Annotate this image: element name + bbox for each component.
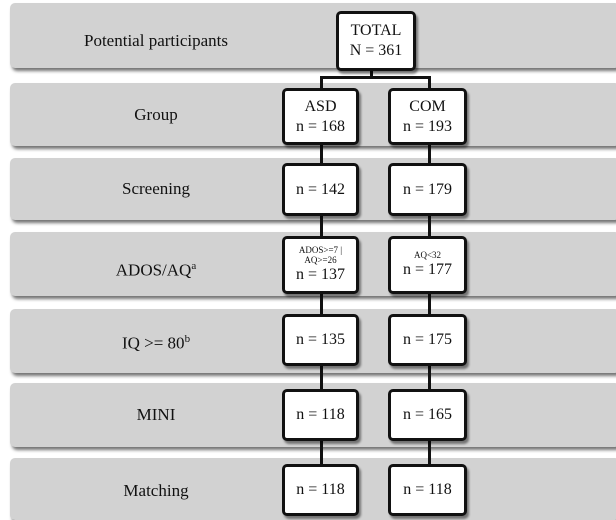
row-label-text: Screening	[122, 179, 190, 198]
total-n: N = 361	[349, 42, 403, 59]
asd-group-box: ASD n = 168	[282, 88, 359, 145]
connector-total-down	[370, 70, 373, 78]
footnote-marker: b	[184, 333, 191, 345]
asd-mini-n: n = 118	[296, 406, 345, 423]
row-label-iq: IQ >= 80b	[10, 329, 302, 354]
connector-asd-in	[320, 76, 323, 89]
connector-asd-spine	[320, 145, 323, 465]
row-label-text: ADOS/AQ	[115, 260, 192, 280]
com-screening-n: n = 179	[402, 180, 453, 198]
asd-group-name: ASD	[304, 97, 337, 115]
row-label-mini: MINI	[10, 405, 302, 425]
com-matching-n: n = 118	[403, 481, 452, 498]
row-label-text: Group	[134, 105, 178, 124]
asd-ados-box: ADOS>=7 | AQ>=26 n = 137	[282, 236, 359, 294]
row-label-ados-aq: ADOS/AQa	[10, 256, 302, 281]
row-label-text: IQ >= 80	[121, 333, 185, 353]
com-mini-box: n = 165	[388, 389, 467, 441]
row-label-group: Group	[10, 105, 302, 125]
com-group-n: n = 193	[402, 117, 453, 135]
asd-screening-n: n = 142	[295, 180, 346, 198]
asd-ados-n: n = 137	[295, 266, 346, 283]
asd-ados-criterion-1: ADOS>=7 |	[298, 245, 343, 255]
com-aq-criterion: AQ<32	[413, 250, 442, 260]
com-matching-box: n = 118	[388, 464, 467, 516]
com-aq-box: AQ<32 n = 177	[388, 236, 467, 294]
connector-horizontal-split	[320, 76, 431, 79]
connector-com-in	[428, 76, 431, 89]
asd-iq-box: n = 135	[282, 314, 359, 366]
com-iq-n: n = 175	[402, 331, 453, 348]
row-label-text: Matching	[123, 481, 189, 500]
com-group-name: COM	[409, 97, 446, 115]
total-box: TOTAL N = 361	[336, 11, 416, 71]
footnote-marker: a	[191, 260, 197, 272]
asd-ados-criterion-2: AQ>=26	[304, 255, 337, 265]
com-aq-n: n = 177	[402, 261, 453, 278]
asd-mini-box: n = 118	[282, 389, 359, 441]
com-group-box: COM n = 193	[388, 88, 467, 145]
row-label-text: Potential participants	[84, 31, 228, 50]
total-title: TOTAL	[350, 22, 402, 39]
asd-group-n: n = 168	[295, 117, 346, 135]
com-mini-n: n = 165	[402, 406, 453, 423]
asd-matching-n: n = 118	[296, 481, 345, 498]
com-screening-box: n = 179	[388, 163, 467, 216]
connector-com-spine	[428, 145, 431, 465]
row-label-potential-participants: Potential participants	[10, 31, 302, 51]
com-iq-box: n = 175	[388, 314, 467, 366]
asd-matching-box: n = 118	[282, 464, 359, 516]
band-potential-participants	[10, 3, 616, 68]
row-label-matching: Matching	[10, 481, 302, 501]
asd-iq-n: n = 135	[295, 331, 346, 348]
asd-screening-box: n = 142	[282, 163, 359, 216]
row-label-text: MINI	[136, 405, 176, 424]
row-label-screening: Screening	[10, 179, 302, 199]
